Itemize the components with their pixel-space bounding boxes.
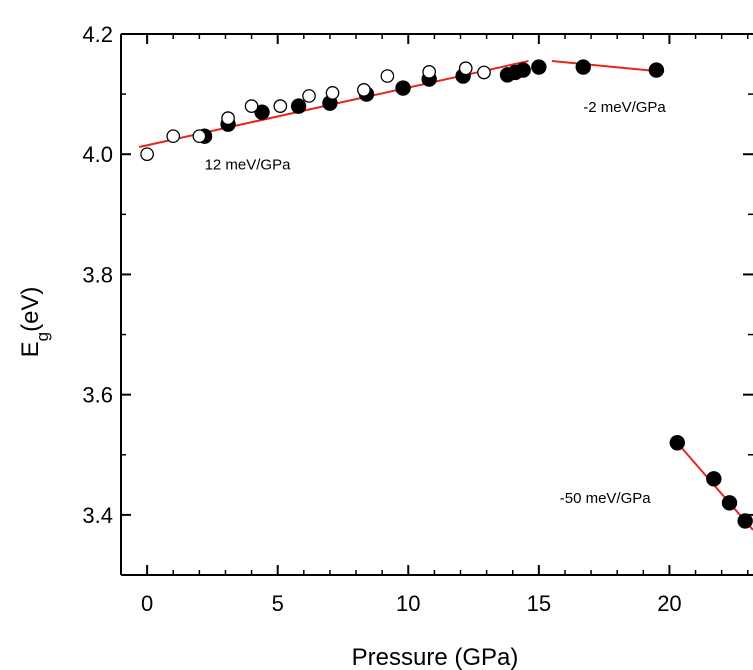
y-tick-label: 3.8 <box>82 262 113 287</box>
filled-data-point <box>515 62 531 78</box>
filled-data-point <box>395 80 411 96</box>
filled-data-point <box>531 59 547 75</box>
x-tick-label: 0 <box>141 591 153 616</box>
y-axis-title-sub: g <box>33 332 52 341</box>
fit-lines <box>139 60 753 531</box>
open-data-point <box>244 99 259 113</box>
data-points <box>140 59 753 529</box>
filled-data-point <box>648 62 665 78</box>
slope-annotation: -50 meV/GPa <box>560 490 652 507</box>
open-data-point <box>302 89 316 103</box>
x-axis-title: Pressure (GPa) <box>352 644 519 670</box>
y-tick-label: 3.4 <box>82 503 113 528</box>
open-data-point <box>166 129 181 144</box>
slope-annotation: 12 meV/GPa <box>205 156 292 173</box>
y-tick-label: 4.0 <box>82 142 113 167</box>
open-data-point <box>325 86 340 100</box>
y-axis-title-main: E <box>17 341 44 357</box>
open-data-point <box>380 69 395 83</box>
y-tick-label: 4.2 <box>82 22 113 47</box>
y-axis-title: Eg(eV) <box>17 287 52 358</box>
x-tick-label: 5 <box>272 591 284 616</box>
x-tick-label: 10 <box>396 591 420 616</box>
open-data-point <box>357 83 371 97</box>
x-tick-label: 15 <box>527 591 551 616</box>
open-data-point <box>458 61 473 76</box>
open-data-point <box>221 111 235 126</box>
filled-data-point <box>669 435 685 451</box>
open-data-point <box>422 65 437 79</box>
annotations: 12 meV/GPa -2 meV/GPa -50 meV/GPa <box>205 99 667 507</box>
filled-data-point <box>706 471 722 487</box>
filled-data-point <box>575 59 591 75</box>
axes: 0 5 10 15 20 3.4 3.6 3.8 4.0 4.2 <box>82 22 753 616</box>
open-data-point <box>140 147 154 162</box>
open-data-point <box>477 65 491 80</box>
fit-line <box>551 60 665 73</box>
open-data-point <box>192 129 207 144</box>
filled-data-point <box>290 98 307 114</box>
y-tick-label: 3.6 <box>82 383 113 408</box>
slope-annotation: -2 meV/GPa <box>583 99 666 116</box>
y-axis-title-unit: (eV) <box>17 287 44 332</box>
open-data-point <box>273 99 288 113</box>
x-tick-label: 20 <box>657 591 681 616</box>
filled-data-point <box>721 495 738 511</box>
filled-data-point <box>737 513 753 529</box>
